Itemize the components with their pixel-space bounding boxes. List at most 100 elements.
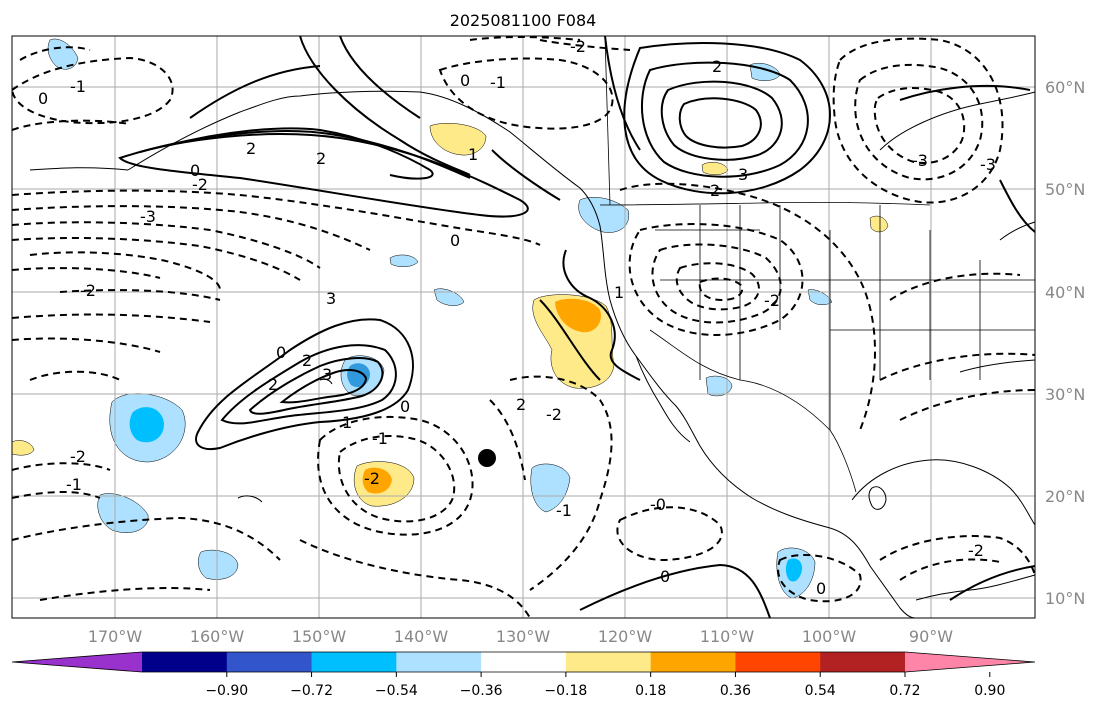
political-borders <box>599 35 1035 493</box>
contour-label: 2 <box>246 139 256 158</box>
map-area: 2 -2 0 -1 0 2 3 -3 0 2 -2 2 -3 1 0 -2 -1… <box>10 35 1036 619</box>
fill-light-blue <box>198 549 239 580</box>
longitude-label: 120°W <box>598 627 653 646</box>
contour-label: 1 <box>342 413 352 432</box>
contour-label: 0 <box>400 397 410 416</box>
fill-blue <box>347 363 370 388</box>
coastlines <box>29 90 1036 619</box>
fill-orange <box>362 467 392 494</box>
fill-light-blue <box>389 254 419 267</box>
colorbar-tick-label: 0.36 <box>720 683 751 699</box>
longitude-label: 170°W <box>88 627 143 646</box>
longitude-label: 100°W <box>802 627 857 646</box>
fill-light-yellow <box>869 215 889 233</box>
colorbar-tick-label: 0.54 <box>805 683 836 699</box>
contour-label: -2 <box>80 281 96 300</box>
longitude-label: 90°W <box>909 627 953 646</box>
contour-label: -3 <box>980 155 996 174</box>
colorbar-segment <box>820 652 906 672</box>
colorbar-tick-label: −0.36 <box>460 683 503 699</box>
longitude-label: 140°W <box>394 627 449 646</box>
map-title: 2025081100 F084 <box>450 11 597 30</box>
fill-orange <box>555 298 601 333</box>
contour-label: -2 <box>364 469 380 488</box>
colorbar-segment <box>565 652 652 672</box>
colorbar-segment <box>481 652 567 672</box>
longitude-label: 150°W <box>292 627 347 646</box>
contour-label: -2 <box>70 447 86 466</box>
colorbar-tick-labels: −0.90 −0.72 −0.54 −0.36 −0.18 0.18 0.36 0.54 0.7… <box>205 672 1005 699</box>
fill-light-yellow <box>701 162 729 175</box>
map-frame <box>11 35 1036 619</box>
fill-light-blue <box>807 289 833 305</box>
colorbar-extend-low <box>12 652 142 672</box>
contour-label: -3 <box>912 151 928 170</box>
contour-label: 1 <box>468 145 478 164</box>
contour-label: 1 <box>614 283 624 302</box>
contour-label: 2 <box>268 375 278 394</box>
colorbar-segment <box>142 652 228 672</box>
contour-label: -0 <box>650 495 666 514</box>
fill-light-blue <box>705 375 733 397</box>
colorbar <box>11 651 1036 673</box>
colorbar-tick-label: −0.18 <box>544 683 587 699</box>
latitude-label: 50°N <box>1045 180 1085 199</box>
contour-label: -1 <box>490 73 506 92</box>
longitude-label: 110°W <box>700 627 755 646</box>
negative-contours <box>10 36 1036 619</box>
contour-labels: 2 -2 0 -1 0 2 3 -3 0 2 -2 2 -3 1 0 -2 -1… <box>38 37 996 598</box>
latitude-label: 30°N <box>1045 385 1085 404</box>
contour-label: 2 <box>712 57 722 76</box>
storm-position-marker <box>478 449 496 467</box>
contour-label: -1 <box>556 501 572 520</box>
colorbar-outline <box>11 651 1036 673</box>
contour-label: -2 <box>968 541 984 560</box>
colorbar-extend-high <box>905 652 1035 672</box>
contour-label: 2 <box>302 351 312 370</box>
latitude-label: 40°N <box>1045 283 1085 302</box>
fill-light-blue <box>47 38 79 70</box>
contour-label: 2 <box>516 395 526 414</box>
fill-light-blue <box>433 288 465 306</box>
latitude-label: 20°N <box>1045 487 1085 506</box>
colorbar-segment <box>311 652 397 672</box>
contour-label: 2 <box>710 181 720 200</box>
colorbar-segment <box>650 652 736 672</box>
contour-label: 2 <box>316 149 326 168</box>
contour-label: -3 <box>140 207 156 226</box>
contour-label: 0 <box>38 89 48 108</box>
colorbar-tick-label: −0.90 <box>205 683 248 699</box>
contour-label: -2 <box>570 37 586 56</box>
latitude-label: 60°N <box>1045 78 1085 97</box>
colorbar-tick-label: 0.18 <box>635 683 666 699</box>
longitude-labels: 170°W 160°W 150°W 140°W 130°W 120°W 110°… <box>88 627 953 646</box>
contour-label: 0 <box>276 343 286 362</box>
contour-label: 3 <box>326 289 336 308</box>
contour-label: 3 <box>738 165 748 184</box>
colorbar-segment <box>226 652 313 672</box>
contour-label: -1 <box>70 77 86 96</box>
fill-blue <box>129 407 164 443</box>
longitude-label: 130°W <box>496 627 551 646</box>
latitude-labels: 60°N 50°N 40°N 30°N 20°N 10°N <box>1045 78 1085 608</box>
fill-light-yellow <box>429 123 487 156</box>
contour-label: 0 <box>660 567 670 586</box>
contour-label: -1 <box>66 475 82 494</box>
contour-label: 0 <box>190 161 200 180</box>
contour-label: 0 <box>450 231 460 250</box>
colorbar-tick-label: 0.72 <box>889 683 920 699</box>
anomaly-fills <box>11 38 889 599</box>
colorbar-tick-label: −0.72 <box>290 683 333 699</box>
contour-label: -2 <box>192 175 208 194</box>
contour-label: 3 <box>322 365 332 384</box>
colorbar-tick-label: 0.90 <box>974 683 1005 699</box>
positive-contours <box>118 35 1036 619</box>
fill-blue <box>785 558 803 582</box>
fill-light-blue <box>578 197 630 233</box>
contour-label: -2 <box>546 405 562 424</box>
colorbar-segment <box>396 652 482 672</box>
contour-label: 0 <box>816 579 826 598</box>
colorbar-tick-label: −0.54 <box>375 683 418 699</box>
contour-label: 0 <box>460 71 470 90</box>
